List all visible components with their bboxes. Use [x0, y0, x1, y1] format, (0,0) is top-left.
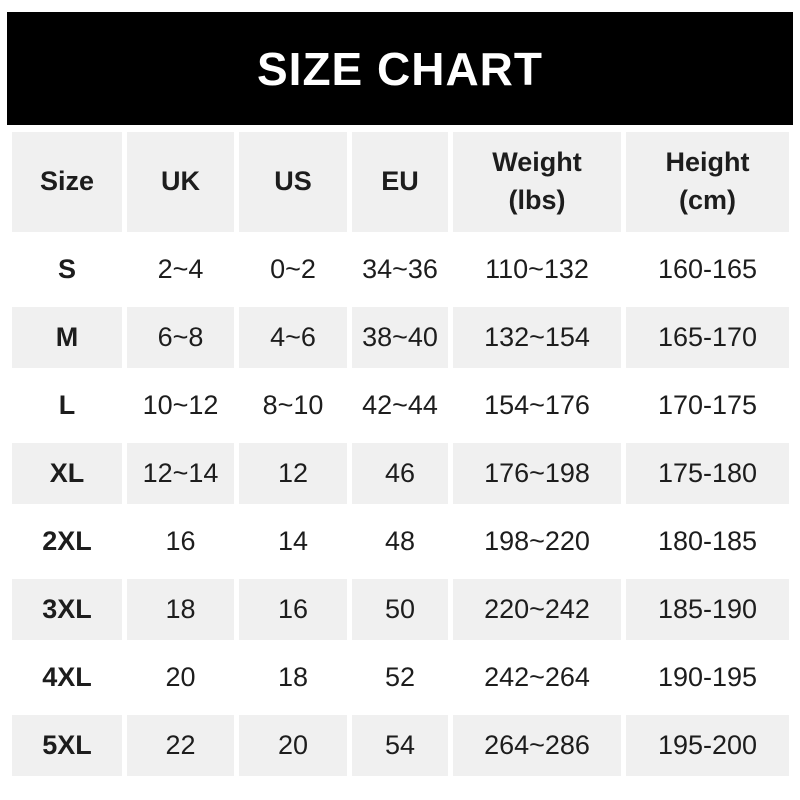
cell-eu: 54 [352, 715, 448, 776]
table-header: Size UK US EU Weight (lbs) Height (cm) [12, 132, 789, 232]
cell-height: 170-175 [626, 375, 789, 436]
cell-eu: 46 [352, 443, 448, 504]
cell-size: L [12, 375, 122, 436]
table-row-5xl: 5XL 22 20 54 264~286 195-200 [12, 715, 789, 776]
page-title: SIZE CHART [257, 42, 543, 95]
cell-weight: 176~198 [453, 443, 621, 504]
column-header-height: Height (cm) [626, 132, 789, 232]
cell-us: 18 [239, 647, 347, 708]
column-header-label: Weight [492, 147, 582, 178]
cell-size: 3XL [12, 579, 122, 640]
cell-height: 180-185 [626, 511, 789, 572]
table-row-l: L 10~12 8~10 42~44 154~176 170-175 [12, 375, 789, 436]
cell-size: XL [12, 443, 122, 504]
cell-height: 160-165 [626, 239, 789, 300]
cell-us: 12 [239, 443, 347, 504]
column-header-label: US [274, 166, 312, 197]
cell-weight: 198~220 [453, 511, 621, 572]
table-row-3xl: 3XL 18 16 50 220~242 185-190 [12, 579, 789, 640]
column-header-label: Height [665, 147, 750, 178]
cell-weight: 264~286 [453, 715, 621, 776]
cell-uk: 18 [127, 579, 234, 640]
table-row-4xl: 4XL 20 18 52 242~264 190-195 [12, 647, 789, 708]
cell-size: 5XL [12, 715, 122, 776]
cell-size: M [12, 307, 122, 368]
cell-size: S [12, 239, 122, 300]
cell-eu: 50 [352, 579, 448, 640]
table-row-2xl: 2XL 16 14 48 198~220 180-185 [12, 511, 789, 572]
column-header-label: EU [381, 166, 419, 197]
cell-uk: 2~4 [127, 239, 234, 300]
cell-uk: 6~8 [127, 307, 234, 368]
cell-uk: 10~12 [127, 375, 234, 436]
column-header-eu: EU [352, 132, 448, 232]
table-row-s: S 2~4 0~2 34~36 110~132 160-165 [12, 239, 789, 300]
cell-us: 16 [239, 579, 347, 640]
cell-height: 175-180 [626, 443, 789, 504]
column-header-label: Size [39, 166, 95, 197]
cell-us: 8~10 [239, 375, 347, 436]
column-header-us: US [239, 132, 347, 232]
cell-eu: 52 [352, 647, 448, 708]
table-row-xl: XL 12~14 12 46 176~198 175-180 [12, 443, 789, 504]
cell-size: 2XL [12, 511, 122, 572]
cell-weight: 242~264 [453, 647, 621, 708]
cell-us: 14 [239, 511, 347, 572]
cell-us: 4~6 [239, 307, 347, 368]
cell-weight: 154~176 [453, 375, 621, 436]
column-header-unit: (lbs) [508, 185, 566, 215]
cell-eu: 38~40 [352, 307, 448, 368]
table-row-m: M 6~8 4~6 38~40 132~154 165-170 [12, 307, 789, 368]
cell-uk: 12~14 [127, 443, 234, 504]
table-body: S 2~4 0~2 34~36 110~132 160-165 M 6~8 4~… [12, 239, 789, 776]
cell-uk: 16 [127, 511, 234, 572]
cell-height: 185-190 [626, 579, 789, 640]
title-banner: SIZE CHART [7, 12, 793, 125]
cell-height: 195-200 [626, 715, 789, 776]
column-header-label: UK [161, 166, 200, 197]
column-header-uk: UK [127, 132, 234, 232]
cell-height: 190-195 [626, 647, 789, 708]
cell-size: 4XL [12, 647, 122, 708]
cell-uk: 20 [127, 647, 234, 708]
cell-weight: 110~132 [453, 239, 621, 300]
column-header-unit: (cm) [678, 185, 736, 215]
cell-height: 165-170 [626, 307, 789, 368]
cell-us: 0~2 [239, 239, 347, 300]
cell-eu: 34~36 [352, 239, 448, 300]
cell-weight: 220~242 [453, 579, 621, 640]
header-row: Size UK US EU Weight (lbs) Height (cm) [12, 132, 789, 232]
cell-eu: 48 [352, 511, 448, 572]
cell-uk: 22 [127, 715, 234, 776]
column-header-weight: Weight (lbs) [453, 132, 621, 232]
cell-eu: 42~44 [352, 375, 448, 436]
cell-weight: 132~154 [453, 307, 621, 368]
size-chart-table: Size UK US EU Weight (lbs) Height (cm) S… [7, 125, 794, 783]
column-header-size: Size [12, 132, 122, 232]
cell-us: 20 [239, 715, 347, 776]
